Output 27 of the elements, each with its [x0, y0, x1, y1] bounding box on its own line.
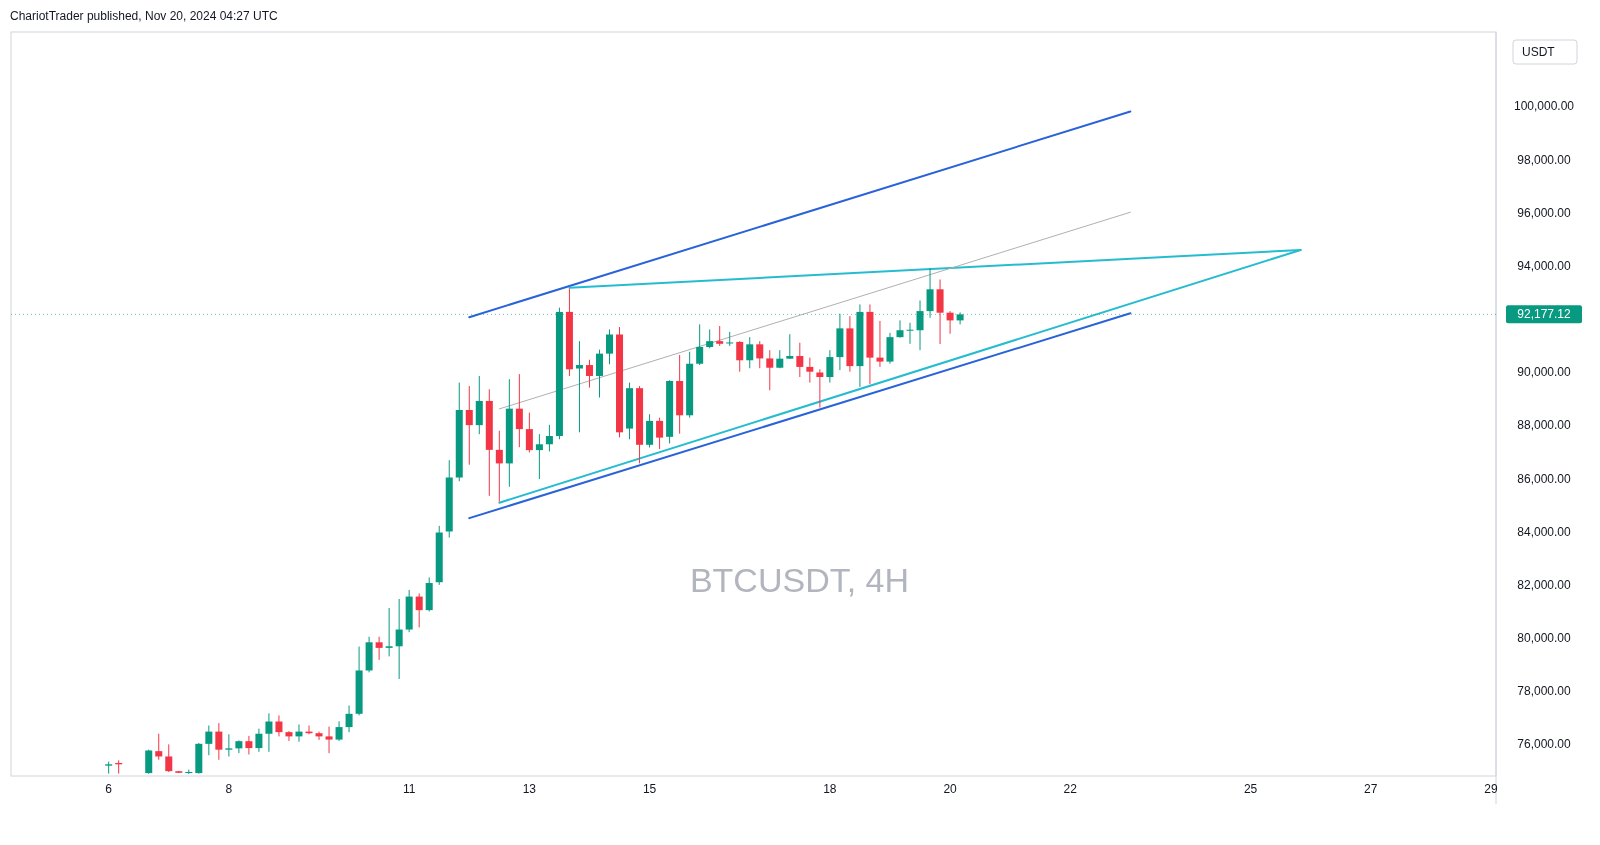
y-tick-label: 96,000.00: [1517, 205, 1572, 220]
x-tick-label: 11: [402, 782, 416, 796]
y-tick-label: 100,000.00: [1513, 99, 1575, 114]
text: ChariotTrader published, Nov 20, 2024 04:27 UTC: [10, 9, 279, 23]
y-tick-label: 90,000.00: [1517, 365, 1572, 380]
text: BTCUSDT, 4H: [689, 561, 910, 599]
x-tick-label: 18: [823, 782, 837, 796]
y-tick-label: 76,000.00: [1517, 737, 1572, 752]
y-tick-label: 88,000.00: [1517, 418, 1572, 433]
y-tick-label: 86,000.00: [1517, 471, 1572, 486]
y-tick-label: 82,000.00: [1517, 577, 1572, 592]
y-axis-title: USDT: [1522, 45, 1556, 59]
x-tick-label: 15: [642, 782, 657, 796]
x-tick-label: 27: [1364, 782, 1378, 796]
x-tick-label: 8: [225, 782, 233, 796]
y-tick-label: 84,000.00: [1517, 524, 1572, 539]
x-tick-label: 6: [105, 782, 113, 796]
y-tick-label: 98,000.00: [1517, 152, 1572, 167]
x-tick-label: 29: [1484, 782, 1498, 796]
x-tick-label: 13: [522, 782, 537, 796]
y-tick-label: 80,000.00: [1517, 631, 1572, 646]
y-tick-label: 78,000.00: [1517, 684, 1572, 699]
ref-line-label: 92,177.12: [1517, 307, 1572, 322]
y-tick-label: 94,000.00: [1517, 258, 1572, 273]
x-tick-label: 25: [1243, 782, 1258, 796]
x-tick-label: 22: [1063, 782, 1078, 796]
x-tick-label: 20: [943, 782, 958, 796]
